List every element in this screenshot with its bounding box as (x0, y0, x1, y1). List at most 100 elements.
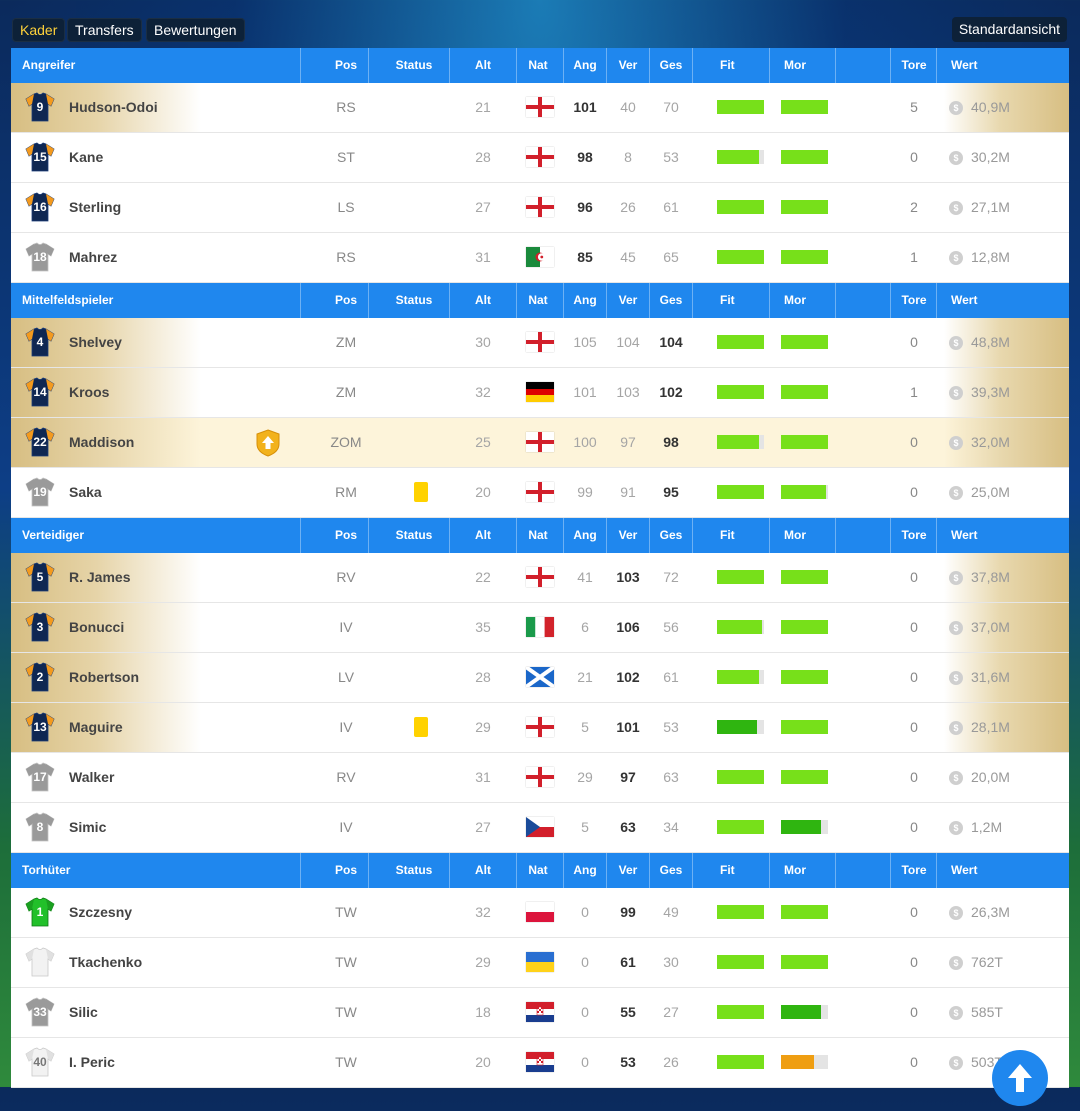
column-header-mor[interactable]: Mor (784, 863, 806, 877)
player-row[interactable]: 18 Mahrez RS 31 85 45 65 1 $12,8M (11, 233, 1069, 283)
column-header-fit[interactable]: Fit (720, 58, 735, 72)
view-mode-button[interactable]: Standardansicht (951, 17, 1067, 42)
player-row[interactable]: 9 Hudson-Odoi RS 21 101 40 70 5 $40,9M (11, 83, 1069, 133)
column-header-ges[interactable]: Ges (659, 293, 683, 307)
player-name[interactable]: Kane (69, 149, 104, 165)
column-header-tore[interactable]: Tore (901, 58, 927, 72)
player-name[interactable]: Hudson-Odoi (69, 99, 158, 115)
player-name[interactable]: Maguire (69, 719, 123, 735)
column-header-pos[interactable]: Pos (334, 528, 357, 542)
column-header-status[interactable]: Status (395, 528, 433, 542)
player-row[interactable]: 5 R. James RV 22 41 103 72 0 $37,8M (11, 553, 1069, 603)
column-header-status[interactable]: Status (395, 863, 433, 877)
column-header-nat[interactable]: Nat (528, 528, 548, 542)
player-row[interactable]: 3 Bonucci IV 35 6 106 56 0 $37,0M (11, 603, 1069, 653)
position: IV (339, 619, 353, 635)
column-header-alt[interactable]: Alt (475, 863, 491, 877)
player-row[interactable]: 14 Kroos ZM 32 101 103 102 1 $39,3M (11, 368, 1069, 418)
column-header-wert[interactable]: Wert (951, 58, 978, 72)
player-row[interactable]: 8 Simic IV 27 5 63 34 0 $1,2M (11, 803, 1069, 853)
column-header-wert[interactable]: Wert (951, 863, 978, 877)
player-row[interactable]: 33 Silic TW 18 0 55 27 0 $585T (11, 988, 1069, 1038)
column-header-wert[interactable]: Wert (951, 293, 978, 307)
column-header-nat[interactable]: Nat (528, 293, 548, 307)
player-name[interactable]: I. Peric (69, 1054, 115, 1070)
player-row[interactable]: 40 I. Peric TW 20 0 53 26 0 $503T (11, 1038, 1069, 1088)
tab-bewertungen[interactable]: Bewertungen (146, 18, 245, 42)
jersey-icon: 3 (25, 612, 55, 642)
column-header-ges[interactable]: Ges (659, 863, 683, 877)
column-header-mor[interactable]: Mor (784, 528, 806, 542)
column-header-nat[interactable]: Nat (528, 863, 548, 877)
column-header-ang[interactable]: Ang (573, 863, 597, 877)
column-header-fit[interactable]: Fit (720, 863, 735, 877)
player-name[interactable]: Maddison (69, 434, 135, 450)
position: IV (339, 719, 353, 735)
fit-bar (717, 570, 764, 584)
column-header-alt[interactable]: Alt (475, 58, 491, 72)
column-header-ang[interactable]: Ang (573, 293, 597, 307)
stat-ang: 29 (577, 769, 593, 785)
player-name[interactable]: Bonucci (69, 619, 125, 635)
player-name[interactable]: Simic (69, 819, 107, 835)
column-header-pos[interactable]: Pos (334, 863, 357, 877)
column-header-wert[interactable]: Wert (951, 528, 978, 542)
column-header-mor[interactable]: Mor (784, 293, 806, 307)
mor-bar (781, 335, 828, 349)
column-header-nat[interactable]: Nat (528, 58, 548, 72)
player-row[interactable]: 17 Walker RV 31 29 97 63 0 $20,0M (11, 753, 1069, 803)
column-header-pos[interactable]: Pos (334, 58, 357, 72)
column-header-fit[interactable]: Fit (720, 528, 735, 542)
column-header-tore[interactable]: Tore (901, 293, 927, 307)
column-header-fit[interactable]: Fit (720, 293, 735, 307)
column-header-ang[interactable]: Ang (573, 58, 597, 72)
scroll-to-top-button[interactable] (992, 1050, 1048, 1106)
player-name[interactable]: Mahrez (69, 249, 118, 265)
column-header-alt[interactable]: Alt (475, 293, 491, 307)
column-divider (649, 48, 650, 83)
player-row[interactable]: 13 Maguire IV 29 5 101 53 0 $28,1M (11, 703, 1069, 753)
player-name[interactable]: Tkachenko (69, 954, 143, 970)
column-header-tore[interactable]: Tore (901, 528, 927, 542)
column-header-pos[interactable]: Pos (334, 293, 357, 307)
column-header-mor[interactable]: Mor (784, 58, 806, 72)
stat-ges: 34 (663, 819, 679, 835)
fit-bar (717, 150, 764, 164)
column-header-ges[interactable]: Ges (659, 528, 683, 542)
player-row[interactable]: Tkachenko TW 29 0 61 30 0 $762T (11, 938, 1069, 988)
stat-ges: 27 (663, 1004, 679, 1020)
column-divider (300, 283, 301, 318)
column-divider (769, 853, 770, 888)
age: 20 (475, 484, 491, 500)
player-name[interactable]: Sterling (69, 199, 122, 215)
column-header-ver[interactable]: Ver (618, 58, 638, 72)
tab-kader[interactable]: Kader (12, 18, 66, 42)
player-name[interactable]: Szczesny (69, 904, 133, 920)
column-header-ang[interactable]: Ang (573, 528, 597, 542)
column-header-ver[interactable]: Ver (618, 293, 638, 307)
player-row[interactable]: 22 Maddison ZOM 25 100 97 98 0 $32,0M (11, 418, 1069, 468)
player-name[interactable]: Kroos (69, 384, 110, 400)
column-divider (300, 518, 301, 553)
player-name[interactable]: Robertson (69, 669, 139, 685)
column-header-alt[interactable]: Alt (475, 528, 491, 542)
column-header-status[interactable]: Status (395, 58, 433, 72)
column-header-ver[interactable]: Ver (618, 863, 638, 877)
flag-england-icon (526, 482, 554, 502)
column-header-ver[interactable]: Ver (618, 528, 638, 542)
column-header-ges[interactable]: Ges (659, 58, 683, 72)
player-row[interactable]: 15 Kane ST 28 98 8 53 0 $30,2M (11, 133, 1069, 183)
column-header-tore[interactable]: Tore (901, 863, 927, 877)
player-name[interactable]: R. James (69, 569, 131, 585)
player-row[interactable]: 19 Saka RM 20 99 91 95 0 $25,0M (11, 468, 1069, 518)
player-name[interactable]: Walker (69, 769, 115, 785)
player-name[interactable]: Saka (69, 484, 102, 500)
player-row[interactable]: 16 Sterling LS 27 96 26 61 2 $27,1M (11, 183, 1069, 233)
player-row[interactable]: 2 Robertson LV 28 21 102 61 0 $31,6M (11, 653, 1069, 703)
player-row[interactable]: 4 Shelvey ZM 30 105 104 104 0 $48,8M (11, 318, 1069, 368)
player-name[interactable]: Silic (69, 1004, 98, 1020)
column-header-status[interactable]: Status (395, 293, 433, 307)
tab-transfers[interactable]: Transfers (67, 18, 142, 42)
player-row[interactable]: 1 Szczesny TW 32 0 99 49 0 $26,3M (11, 888, 1069, 938)
player-name[interactable]: Shelvey (69, 334, 122, 350)
